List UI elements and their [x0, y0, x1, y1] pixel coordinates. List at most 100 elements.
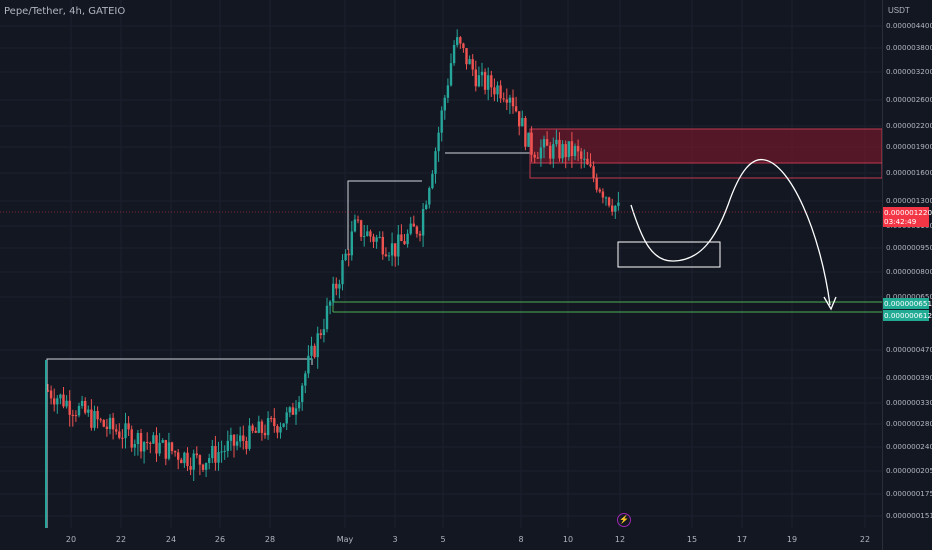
candle-body — [170, 442, 174, 452]
candle-body — [505, 99, 508, 103]
price-tick: 0.00000017500 — [886, 489, 932, 498]
price-tick: 0.00000380000 — [886, 43, 932, 52]
candle-body — [87, 409, 90, 413]
candle-body — [415, 226, 419, 234]
candle-body — [288, 407, 291, 413]
candle-body — [564, 144, 567, 158]
current-price-badge: 0.00000122001 03:42:49 — [883, 207, 932, 227]
candle-body — [350, 231, 353, 256]
candle-body — [80, 400, 84, 406]
price-tick: 0.00000080000 — [886, 267, 932, 276]
candle-body — [549, 145, 552, 159]
candle-body — [490, 75, 493, 88]
candle-body — [201, 464, 205, 470]
candle-body — [111, 417, 115, 430]
candle-body — [471, 59, 474, 70]
candle-body — [344, 253, 347, 261]
candle-body — [561, 144, 564, 159]
candle-body — [533, 154, 536, 158]
candle-body — [443, 97, 446, 111]
candle-body — [418, 233, 422, 236]
axis-currency: USDT — [888, 6, 910, 15]
candle-body — [511, 97, 515, 107]
candle-body — [347, 253, 350, 256]
candle-body — [536, 157, 539, 159]
candle-body — [558, 139, 561, 159]
support-badge-lower: 0.00000061296 — [883, 310, 932, 321]
candle-body — [527, 132, 530, 147]
candle-body — [356, 219, 360, 221]
candle-body — [580, 151, 583, 159]
candle-body — [456, 37, 459, 45]
candle-body — [282, 423, 285, 427]
candle-body — [446, 85, 450, 98]
candle-body — [183, 452, 186, 464]
candle-body — [239, 435, 242, 442]
candle-body — [576, 145, 580, 152]
candle-body — [403, 241, 406, 245]
candle-body — [452, 44, 456, 64]
candle-body — [49, 390, 53, 399]
candle-body — [387, 255, 391, 257]
candle-body — [263, 432, 267, 436]
candle-body — [294, 408, 298, 415]
candle-body — [65, 400, 68, 407]
candle-body — [338, 284, 341, 289]
price-tick: 0.00000320000 — [886, 67, 932, 76]
candle-body — [480, 71, 484, 76]
date-tick: 22 — [115, 535, 127, 544]
candle-body — [508, 97, 512, 103]
chart-grid — [0, 0, 882, 528]
candle-body — [266, 418, 270, 436]
event-flash-icon[interactable]: ⚡ — [617, 513, 631, 527]
candle-body — [102, 420, 105, 427]
candle-body — [440, 110, 443, 133]
candle-body — [530, 132, 533, 155]
candle-body — [59, 394, 62, 399]
candle-body — [56, 398, 59, 405]
candle-body — [409, 223, 412, 234]
candle-body — [483, 71, 487, 90]
candle-body — [428, 188, 431, 205]
candle-body — [369, 231, 372, 237]
candle-body — [291, 407, 295, 415]
candle-body — [270, 418, 273, 420]
candle-body — [601, 191, 605, 198]
candle-body — [108, 417, 112, 430]
price-tick: 0.00000047000 — [886, 345, 932, 354]
candle-body — [208, 458, 211, 463]
candle-body — [127, 423, 130, 430]
candle-body — [462, 43, 465, 49]
date-tick: 15 — [686, 535, 698, 544]
candle-body — [84, 400, 87, 413]
candle-body — [465, 48, 468, 65]
candle-body — [186, 452, 189, 467]
candle-body — [77, 405, 81, 416]
date-tick: 12 — [614, 535, 626, 544]
price-tick: 0.00000190000 — [886, 142, 932, 151]
candle-body — [583, 158, 586, 160]
candle-body — [53, 398, 56, 405]
support-badge-upper: 0.00000065137 — [883, 298, 932, 309]
price-tick: 0.00000130000 — [886, 196, 932, 205]
candle-body — [474, 69, 477, 87]
candle-body — [573, 145, 577, 157]
candle-body — [248, 425, 251, 449]
candle-body — [598, 189, 601, 192]
candle-body — [434, 151, 437, 174]
candle-body — [260, 421, 264, 433]
candle-body — [198, 455, 202, 465]
candle-body — [232, 434, 236, 446]
candle-body — [372, 236, 375, 242]
candle-body — [552, 144, 555, 159]
candle-body — [204, 462, 208, 470]
date-tick: 8 — [518, 535, 524, 544]
price-tick: 0.00000024000 — [886, 442, 932, 451]
price-tick: 0.00000160000 — [886, 168, 932, 177]
candle-body — [567, 141, 570, 158]
price-axis-divider — [882, 0, 883, 550]
candle-body — [273, 418, 276, 427]
bar-countdown: 03:42:49 — [884, 217, 917, 226]
candle-body — [164, 440, 167, 459]
